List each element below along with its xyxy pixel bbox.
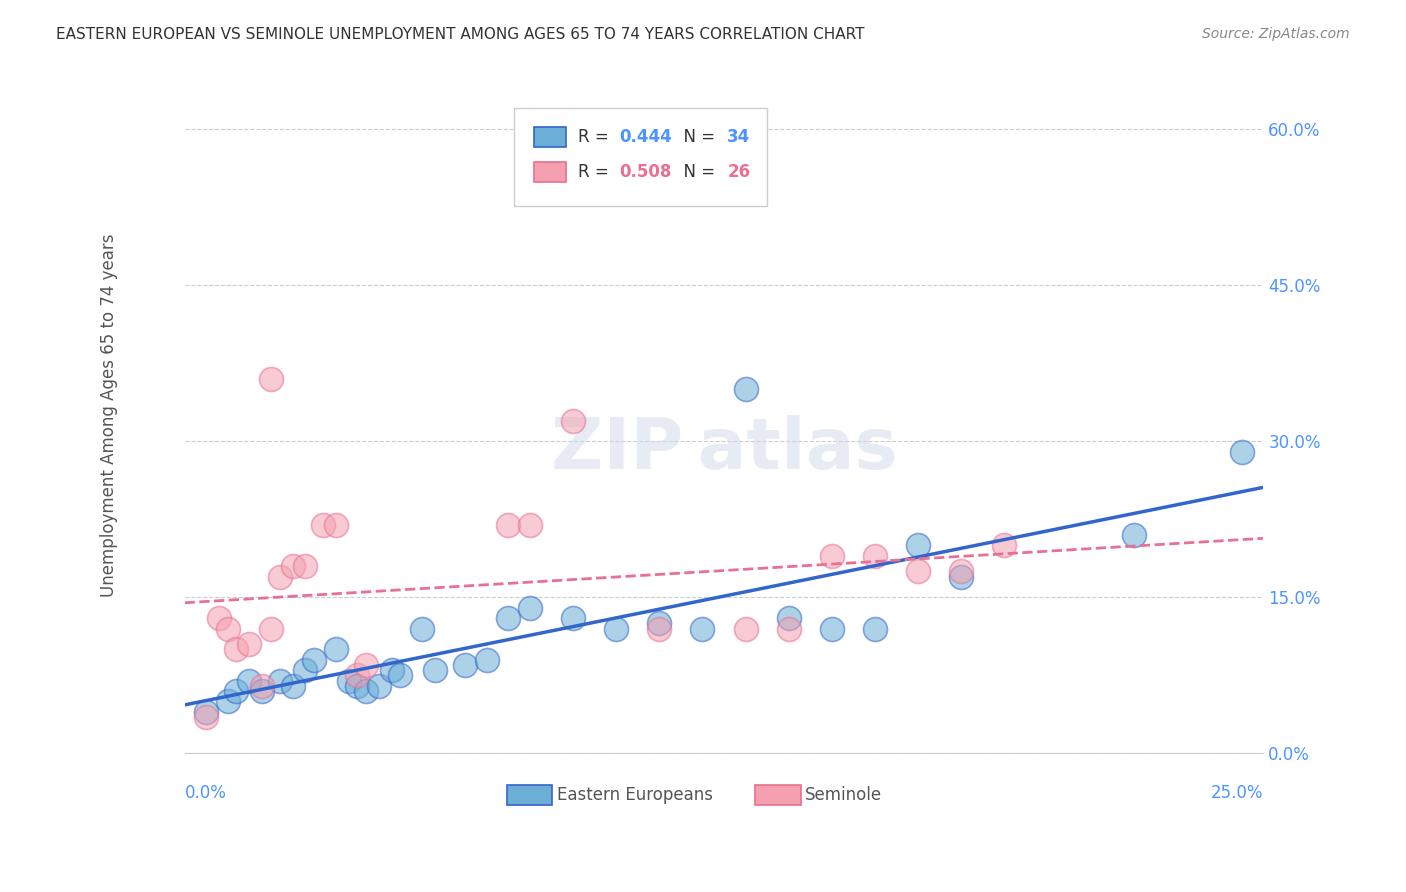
Point — [260, 622, 283, 636]
Point — [423, 663, 446, 677]
Text: EASTERN EUROPEAN VS SEMINOLE UNEMPLOYMENT AMONG AGES 65 TO 74 YEARS CORRELATION : EASTERN EUROPEAN VS SEMINOLE UNEMPLOYMEN… — [56, 27, 865, 42]
Point — [281, 559, 304, 574]
Point — [863, 622, 886, 636]
Point — [312, 517, 335, 532]
FancyBboxPatch shape — [534, 162, 567, 182]
Point — [562, 611, 585, 625]
Point — [225, 684, 247, 698]
Point — [496, 517, 519, 532]
Point — [519, 517, 541, 532]
Text: N =: N = — [673, 163, 721, 181]
Point — [294, 559, 316, 574]
Point — [217, 694, 239, 708]
Text: 25.0%: 25.0% — [1211, 784, 1264, 802]
Text: 0.508: 0.508 — [620, 163, 672, 181]
Point — [346, 668, 368, 682]
Point — [411, 622, 433, 636]
Text: Seminole: Seminole — [804, 786, 882, 804]
Point — [269, 673, 291, 688]
Point — [562, 414, 585, 428]
Text: ZIP atlas: ZIP atlas — [551, 415, 897, 483]
Point — [993, 538, 1015, 552]
Point — [208, 611, 231, 625]
Text: 26: 26 — [727, 163, 751, 181]
Point — [454, 658, 477, 673]
FancyBboxPatch shape — [508, 785, 553, 805]
Point — [1230, 445, 1253, 459]
Point — [821, 622, 844, 636]
Text: 0.0%: 0.0% — [184, 784, 226, 802]
Text: N =: N = — [673, 128, 721, 146]
Point — [734, 383, 756, 397]
Point — [648, 616, 671, 631]
Point — [907, 538, 929, 552]
Point — [354, 684, 377, 698]
Point — [252, 679, 274, 693]
Point — [302, 653, 325, 667]
Point — [260, 372, 283, 386]
Point — [294, 663, 316, 677]
Text: 34: 34 — [727, 128, 751, 146]
Point — [1122, 528, 1144, 542]
Text: Source: ZipAtlas.com: Source: ZipAtlas.com — [1202, 27, 1350, 41]
Point — [238, 637, 260, 651]
Point — [325, 517, 347, 532]
Point — [907, 565, 929, 579]
Point — [281, 679, 304, 693]
FancyBboxPatch shape — [513, 108, 768, 206]
Point — [325, 642, 347, 657]
Point — [195, 710, 218, 724]
Point — [475, 653, 498, 667]
Point — [605, 622, 627, 636]
Point — [821, 549, 844, 563]
Point — [389, 668, 412, 682]
Point — [950, 565, 973, 579]
Point — [496, 611, 519, 625]
Text: Unemployment Among Ages 65 to 74 years: Unemployment Among Ages 65 to 74 years — [100, 234, 118, 597]
Text: Eastern Europeans: Eastern Europeans — [557, 786, 713, 804]
Point — [734, 622, 756, 636]
Point — [195, 705, 218, 719]
Point — [337, 673, 360, 688]
Point — [225, 642, 247, 657]
Point — [950, 569, 973, 583]
Text: R =: R = — [578, 163, 614, 181]
Point — [346, 679, 368, 693]
Point — [519, 600, 541, 615]
Point — [692, 622, 714, 636]
Point — [367, 679, 389, 693]
Text: R =: R = — [578, 128, 614, 146]
Point — [648, 622, 671, 636]
Point — [238, 673, 260, 688]
FancyBboxPatch shape — [534, 127, 567, 147]
Point — [217, 622, 239, 636]
FancyBboxPatch shape — [755, 785, 800, 805]
Point — [863, 549, 886, 563]
Point — [269, 569, 291, 583]
Text: 0.444: 0.444 — [620, 128, 672, 146]
Point — [381, 663, 404, 677]
Point — [778, 622, 800, 636]
Point — [354, 658, 377, 673]
Point — [252, 684, 274, 698]
Point — [778, 611, 800, 625]
